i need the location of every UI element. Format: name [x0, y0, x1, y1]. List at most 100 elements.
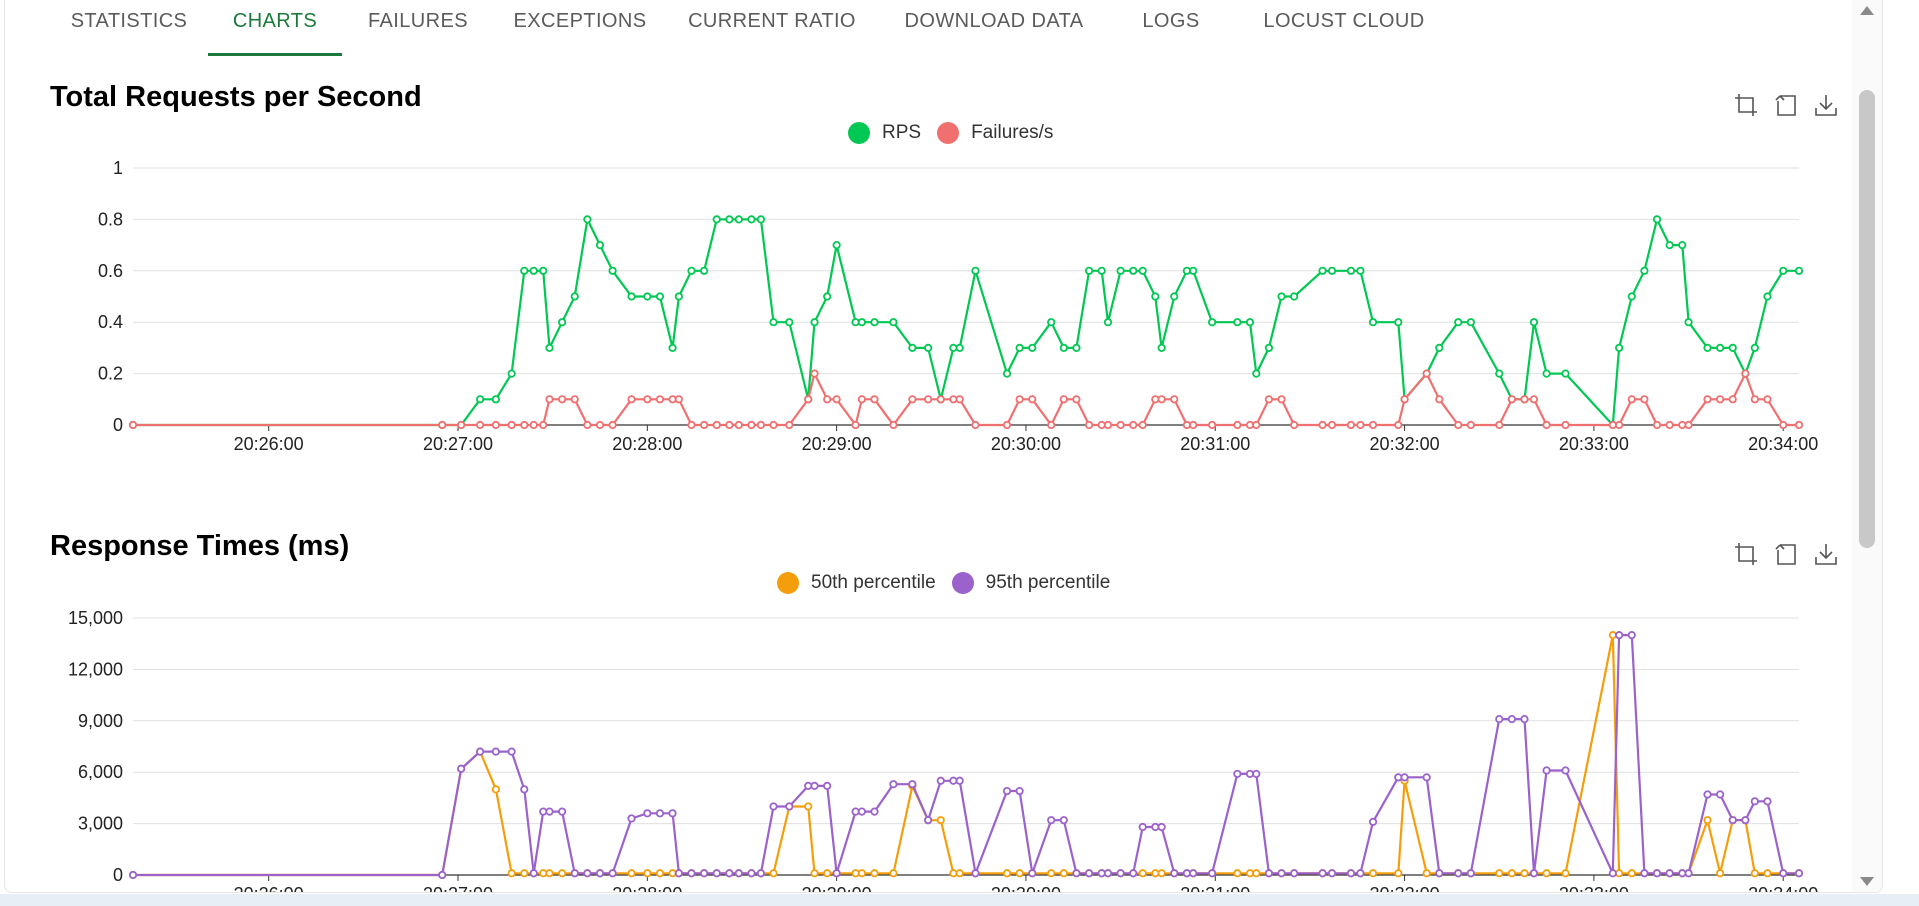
rps-data-point [1208, 318, 1217, 327]
legend-item-rps[interactable]: RPS [848, 122, 921, 144]
rt-series-line-0 [133, 633, 1799, 877]
rps-series-line-0 [133, 218, 1799, 427]
rps-data-point [545, 343, 554, 352]
rt-data-point [507, 869, 516, 878]
rt-data-point [608, 869, 617, 878]
tab-current-ratio[interactable]: CURRENT RATIO [688, 10, 856, 32]
zoom-icon[interactable] [1733, 92, 1759, 118]
download-icon[interactable] [1813, 541, 1839, 567]
rps-data-point [1002, 369, 1012, 378]
tab-exceptions[interactable]: EXCEPTIONS [513, 10, 647, 32]
rt-data-point [457, 764, 466, 773]
rps-data-point [1640, 395, 1649, 404]
rps-line-chart: 0 0.2 0.4 0.6 0.8 1 20:26:00 20:27:00 20:28:00 20… [98, 158, 1818, 454]
rt-data-point [823, 781, 832, 791]
rps-data-point [804, 395, 813, 404]
rps-data-point [955, 343, 964, 352]
rps-data-point [1466, 318, 1475, 327]
rps-data-point [1454, 318, 1463, 327]
rt-data-point [1084, 869, 1094, 878]
x-tick-label: 20:27:00 [423, 884, 493, 893]
legend-item-failures[interactable]: Failures/s [937, 122, 1053, 144]
window-bottom-edge [0, 894, 1919, 906]
vertical-scrollbar[interactable] [1852, 0, 1882, 892]
rps-data-point [595, 241, 605, 250]
tab-statistics[interactable]: STATISTICS [70, 10, 188, 32]
rps-data-point [1138, 266, 1147, 275]
y-tick-label: 0.8 [98, 209, 123, 229]
y-tick-label: 12,000 [68, 659, 123, 679]
rps-data-point [1189, 420, 1198, 430]
rt-data-point [1059, 816, 1068, 825]
tab-locust-cloud[interactable]: LOCUST CLOUD [1263, 10, 1425, 32]
rps-data-point [1703, 395, 1712, 404]
rt-data-point [769, 802, 778, 811]
rps-data-point [1129, 420, 1138, 430]
tab-failures[interactable]: FAILURES [368, 10, 468, 32]
tab-download-data[interactable]: DOWNLOAD DATA [904, 10, 1084, 32]
legend-label-p95: 95th percentile [985, 572, 1111, 593]
scroll-up-arrow-icon[interactable] [1860, 6, 1874, 15]
legend-item-p50[interactable]: 50th percentile [777, 572, 936, 594]
rt-data-point [1015, 869, 1024, 878]
rps-data-point [725, 420, 734, 430]
rt-data-point [1615, 631, 1624, 640]
rps-data-point [1665, 420, 1674, 430]
rps-data-point [1170, 395, 1179, 404]
rt-data-point [870, 869, 879, 878]
tab-logs[interactable]: LOGS [1142, 10, 1200, 32]
rt-data-point [936, 776, 945, 785]
rt-data-point [756, 869, 766, 878]
response-times-chart-title: Response Times (ms) [50, 530, 350, 562]
rt-data-point [1627, 869, 1636, 878]
rps-data-point [1627, 395, 1636, 404]
rps-data-point [1684, 318, 1693, 327]
restore-icon[interactable] [1773, 541, 1799, 567]
rt-data-point [1422, 773, 1431, 782]
rps-data-point [1252, 420, 1261, 430]
rt-data-point [1466, 869, 1475, 878]
rps-data-point [457, 420, 466, 430]
tab-charts[interactable]: CHARTS [208, 0, 342, 56]
legend-dot-rps [848, 122, 870, 144]
x-tick-label: 20:27:00 [423, 434, 493, 454]
rps-data-point [700, 266, 709, 275]
scrollbar-thumb[interactable] [1859, 90, 1875, 548]
rt-data-point [1394, 869, 1403, 878]
rt-data-point [545, 869, 554, 878]
scroll-down-arrow-icon[interactable] [1860, 877, 1874, 886]
legend-item-p95[interactable]: 95th percentile [951, 572, 1111, 594]
rps-data-point [529, 420, 538, 430]
rps-data-point [1728, 343, 1737, 352]
rt-data-point [570, 869, 579, 878]
rt-data-point [1028, 869, 1037, 878]
rt-data-point [475, 747, 485, 756]
x-tick-label: 20:34:00 [1748, 884, 1818, 893]
rt-data-point [1208, 869, 1217, 878]
rps-data-point [1794, 266, 1804, 275]
rt-data-point [1529, 869, 1539, 878]
rps-chart-title: Total Requests per Second [50, 81, 422, 113]
rps-data-point [1346, 266, 1356, 275]
restore-icon[interactable] [1773, 92, 1799, 118]
x-tick-label: 20:28:00 [612, 434, 682, 454]
rps-data-point [712, 215, 721, 224]
rt-data-point [712, 869, 721, 878]
rps-data-point [1652, 420, 1662, 430]
rps-data-point [1561, 369, 1570, 378]
rps-data-point [1208, 420, 1217, 430]
rps-data-point [627, 292, 636, 301]
download-icon[interactable] [1813, 92, 1839, 118]
rt-data-point [1703, 816, 1712, 825]
rps-data-point [1290, 420, 1299, 430]
rps-data-point [1047, 318, 1056, 327]
rt-data-point [1520, 714, 1529, 724]
y-tick-label: 0.6 [98, 261, 123, 281]
zoom-icon[interactable] [1733, 541, 1759, 567]
rps-data-point [857, 395, 866, 404]
rt-data-point [936, 816, 945, 825]
rps-data-point [756, 215, 766, 224]
rps-data-point [1400, 395, 1409, 404]
rps-data-point [674, 292, 683, 301]
rps-data-point [507, 420, 516, 430]
